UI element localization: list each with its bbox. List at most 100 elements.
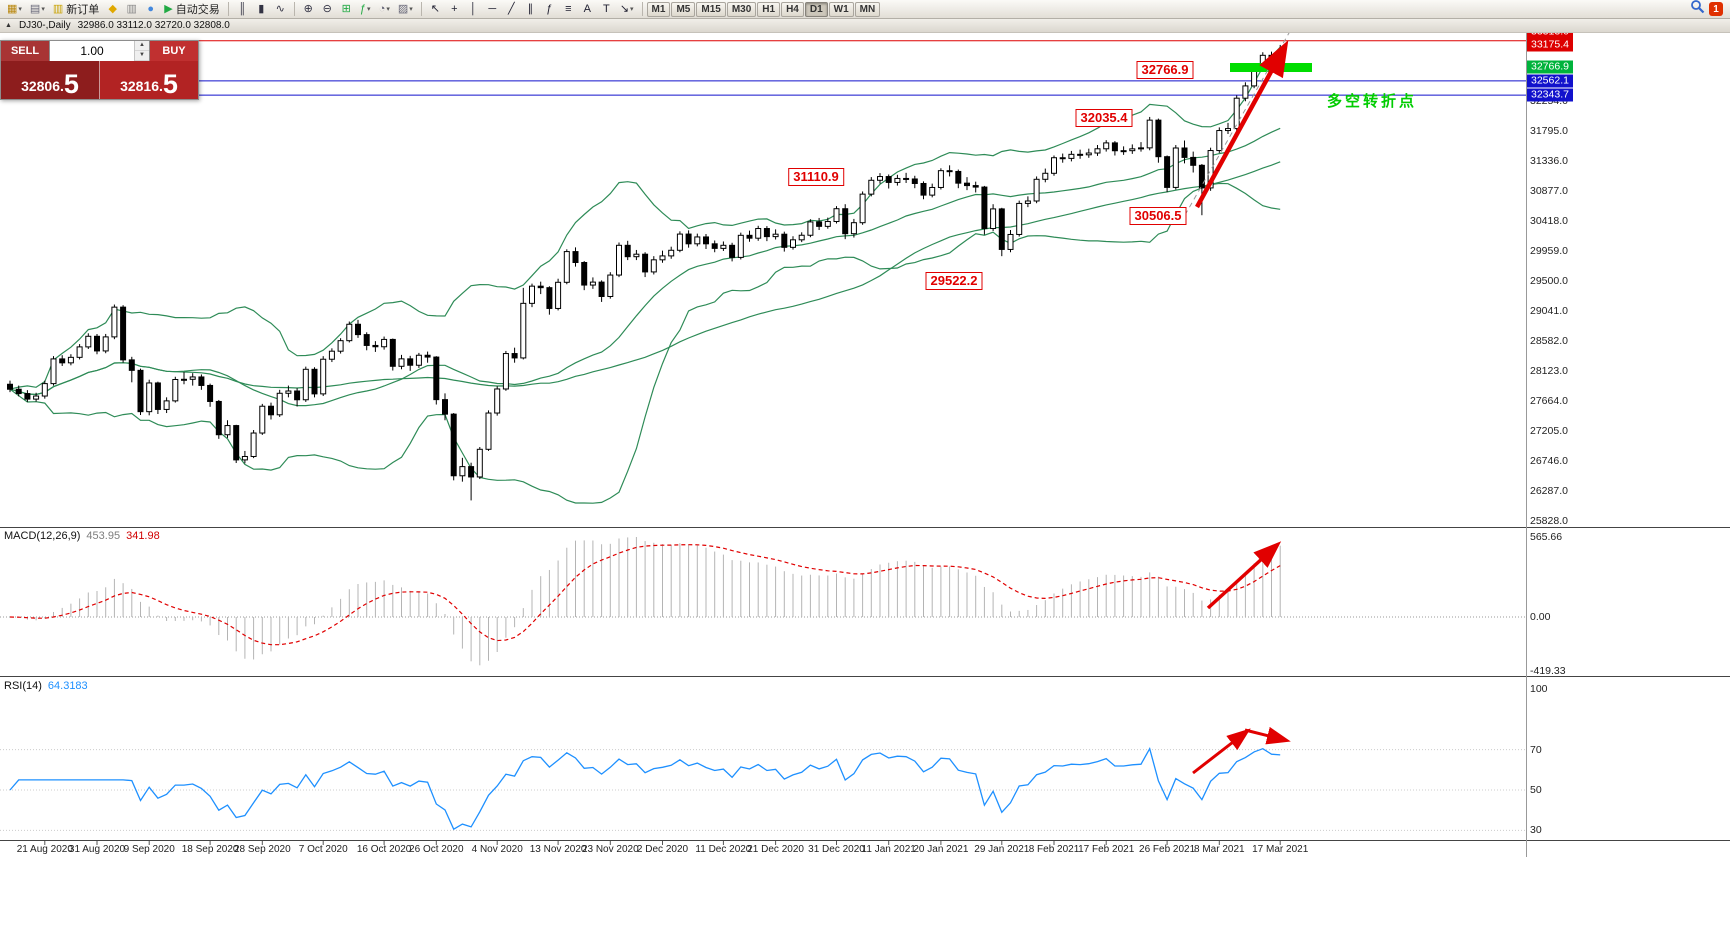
search-icon[interactable] <box>1690 0 1705 19</box>
candle <box>772 229 779 240</box>
buy-price-button[interactable]: 32816. 5 <box>100 61 198 99</box>
chart-title-bar[interactable]: ▲ DJ30-,Daily 32986.0 33112.0 32720.0 32… <box>0 19 1730 33</box>
date-axis-label: 17 Mar 2021 <box>1252 844 1309 855</box>
trend-arrow[interactable] <box>1195 40 1289 209</box>
bar-chart-mode-icon[interactable]: ║ <box>234 1 251 18</box>
chevron-down-icon[interactable]: ▾ <box>409 6 413 13</box>
crosshair-icon[interactable]: + <box>446 1 463 18</box>
fibonacci-tool-button[interactable]: ƒ <box>541 1 558 18</box>
date-axis-label: 17 Feb 2021 <box>1078 844 1135 855</box>
candle <box>1016 200 1023 237</box>
horizontal-line-icon[interactable]: ─ <box>484 1 501 18</box>
candle <box>694 233 701 247</box>
candle <box>790 236 796 250</box>
alert-badge[interactable]: 1 <box>1709 2 1723 16</box>
text-tool-button[interactable]: A <box>579 1 596 18</box>
auto-trading-button[interactable]: ▶ 自动交易 <box>161 1 222 18</box>
new-order-button[interactable]: ▥ 新订单 <box>50 1 102 18</box>
candle <box>163 397 170 414</box>
new-chart-icon[interactable]: ▦ ▾ <box>4 1 25 18</box>
text-label-tool-button[interactable]: T <box>598 1 615 18</box>
lot-decrease-button[interactable]: ▼ <box>135 51 149 61</box>
candle <box>659 250 666 263</box>
candle <box>563 249 570 285</box>
tile-windows-icon[interactable]: ⊞ <box>338 1 355 18</box>
lot-size-input[interactable] <box>50 41 134 61</box>
timeframe-h1-button[interactable]: H1 <box>757 1 781 17</box>
trend-arrow[interactable] <box>1206 541 1282 610</box>
bull-bear-turning-point-note[interactable]: 多空转折点 <box>1327 93 1418 110</box>
candle <box>181 372 187 385</box>
candle <box>502 350 509 391</box>
chevron-down-icon[interactable]: ▾ <box>41 6 45 13</box>
options-icon[interactable]: ● <box>142 1 159 18</box>
price-axis-label: 29041.0 <box>1530 305 1568 317</box>
sell-cap[interactable]: SELL <box>1 41 49 61</box>
timeframe-d1-button[interactable]: D1 <box>804 1 828 17</box>
timeframe-w1-button[interactable]: W1 <box>828 1 854 17</box>
trend-arrow[interactable] <box>1244 726 1291 745</box>
candlestick-mode-icon[interactable]: ▮ <box>253 1 270 18</box>
candle <box>207 383 214 407</box>
candle <box>442 393 448 421</box>
chart-profiles-icon[interactable]: ▤ ▾ <box>27 1 48 18</box>
candle <box>468 462 475 501</box>
timeframe-m30-button[interactable]: M30 <box>726 1 757 17</box>
chevron-down-icon[interactable]: ▾ <box>386 6 390 13</box>
vertical-line-icon[interactable]: │ <box>465 1 482 18</box>
arrows-tool-button[interactable]: ↘ ▾ <box>617 1 637 18</box>
zoom-out-icon[interactable]: ⊖ <box>319 1 336 18</box>
metaeditor-icon: ◆ <box>108 2 117 15</box>
price-callout[interactable]: 29522.2 <box>925 272 983 290</box>
timeframe-m15-button[interactable]: M15 <box>696 1 726 17</box>
price-axis-label: 27205.0 <box>1530 425 1568 437</box>
price-callout[interactable]: 31110.9 <box>788 168 844 186</box>
rsi-line <box>9 746 1281 831</box>
zoom-in-icon[interactable]: ⊕ <box>300 1 317 18</box>
channel-tool-button[interactable]: ∥ <box>522 1 539 18</box>
timeframe-mn-button[interactable]: MN <box>854 1 881 17</box>
shapes-tool-button[interactable]: ≡ <box>560 1 577 18</box>
timeframe-m1-button[interactable]: M1 <box>646 1 671 17</box>
chevron-down-icon[interactable]: ▾ <box>630 6 634 13</box>
trendline-tool-icon: ╱ <box>508 2 515 15</box>
buy-cap[interactable]: BUY <box>150 41 198 61</box>
sell-price-button[interactable]: 32806. 5 <box>1 61 100 99</box>
price-callout[interactable]: 32035.4 <box>1075 109 1133 127</box>
toolbar-separator <box>293 2 295 16</box>
date-axis-label: 13 Nov 2020 <box>529 844 587 855</box>
price-callout[interactable]: 30506.5 <box>1129 207 1187 225</box>
dashed-trendline[interactable] <box>1184 4 1306 216</box>
candle <box>50 356 57 386</box>
price-axis-label: 31795.0 <box>1530 125 1568 137</box>
candle <box>102 333 109 354</box>
candle <box>1190 151 1197 173</box>
candle <box>372 341 379 352</box>
text-label-tool-icon: T <box>602 2 610 15</box>
templates-icon[interactable]: ▨ ▾ <box>395 1 416 18</box>
indicators-icon[interactable]: ƒ ▾ <box>357 1 374 18</box>
candle <box>824 217 831 229</box>
date-axis-label: 21 Aug 2020 <box>16 844 73 855</box>
timeframe-h4-button[interactable]: H4 <box>781 1 804 17</box>
timeframe-m5-button[interactable]: M5 <box>671 1 696 17</box>
chevron-down-icon[interactable]: ▾ <box>367 6 371 13</box>
trend-arrow[interactable] <box>1192 728 1251 775</box>
metaeditor-icon[interactable]: ◆ <box>104 1 121 18</box>
cursor-icon[interactable]: ↖ <box>427 1 444 18</box>
trendline-tool-button[interactable]: ╱ <box>503 1 520 18</box>
candle <box>1007 230 1014 253</box>
chevron-down-icon[interactable]: ▾ <box>18 6 22 13</box>
lot-increase-button[interactable]: ▲ <box>135 41 149 51</box>
market-watch-icon[interactable]: ▥ <box>123 1 140 18</box>
candle <box>485 410 492 451</box>
candle <box>642 252 649 278</box>
candle <box>816 217 823 231</box>
candle <box>381 336 388 350</box>
periods-icon[interactable]: ◔ ▾ <box>376 1 393 18</box>
price-callout[interactable]: 32766.9 <box>1136 61 1194 79</box>
line-chart-mode-icon[interactable]: ∿ <box>272 1 289 18</box>
candle <box>189 373 196 386</box>
candle <box>920 181 927 200</box>
